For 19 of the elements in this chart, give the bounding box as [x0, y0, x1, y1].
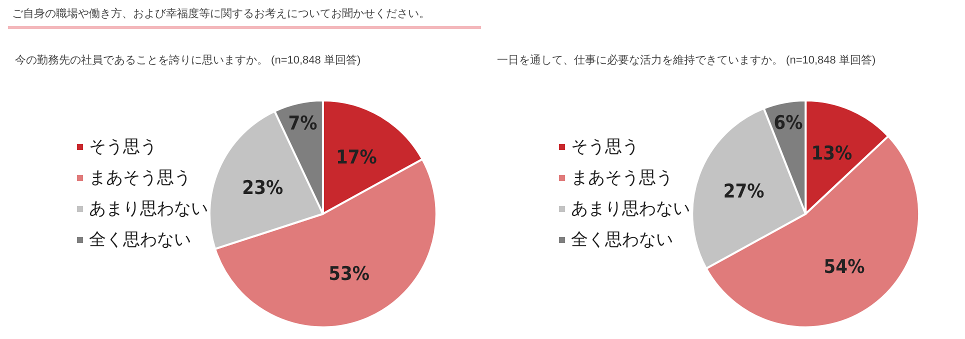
legend-label: 全く思わない [89, 230, 191, 250]
legend-label: まあそう思う [89, 168, 191, 188]
data-label: 7% [288, 112, 318, 134]
data-label: 54% [824, 256, 865, 278]
data-label: 13% [811, 142, 852, 165]
legend-label: そう思う [571, 137, 639, 157]
data-label: 6% [774, 112, 803, 134]
text: ご自身の職場や働き方、および幸福度等に関するお考えについてお聞かせください。 [8, 4, 481, 29]
data-label: 23% [242, 176, 284, 199]
chart-title: 一日を通して、仕事に必要な活力を維持できていますか。 (n=10,848 単回答) [497, 54, 876, 66]
legend-label: まあそう思う [571, 168, 673, 188]
legend-label: そう思う [89, 137, 157, 157]
data-label: 17% [336, 146, 377, 168]
legend-label: あまり思わない [89, 199, 208, 219]
legend-label: 全く思わない [571, 230, 673, 250]
data-label: 53% [328, 263, 370, 286]
legend-label: あまり思わない [571, 199, 690, 219]
chart-title: 今の勤務先の社員であることを誇りに思いますか。 (n=10,848 単回答) [15, 54, 361, 66]
data-label: 27% [723, 180, 764, 203]
